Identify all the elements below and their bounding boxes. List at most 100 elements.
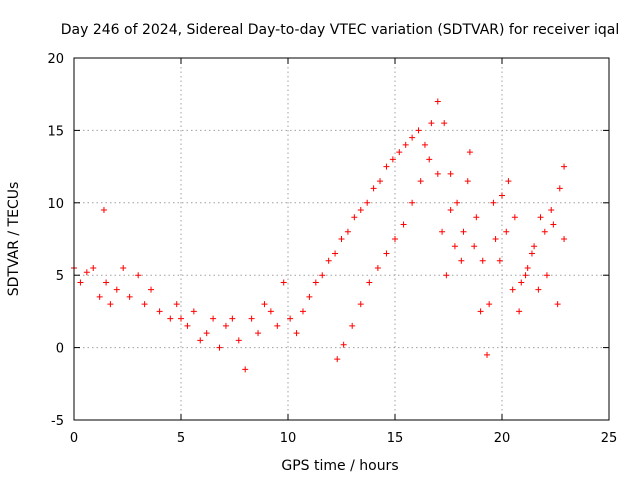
data-point [409,134,416,141]
data-point [509,286,516,293]
data-point [173,301,180,308]
data-point [351,214,358,221]
x-tick-label: 15 [387,431,404,446]
data-point [100,207,107,214]
data-point [492,236,499,242]
data-point [222,322,229,329]
data-point [334,356,341,363]
x-tick-label: 10 [280,431,297,446]
data-point [439,228,446,235]
data-point [441,120,448,127]
data-point [370,185,377,192]
data-point [190,308,197,315]
data-point [248,315,255,322]
data-point [340,341,347,348]
data-point [460,228,467,235]
data-point [383,250,390,257]
data-point [184,322,191,329]
data-point [349,322,356,329]
data-point [466,149,473,156]
data-point [484,351,491,358]
data-point [415,127,422,134]
data-point [267,308,274,315]
data-point [366,279,373,286]
series-0 [71,98,568,373]
data-point [377,178,384,185]
data-point [261,301,268,308]
data-point [113,286,120,293]
axis-ticks: 0 5 10 15 20 25 -5 0 5 10 15 20 [47,52,617,446]
data-point [528,250,535,257]
data-point [383,163,390,170]
data-point [473,214,480,221]
data-point [535,286,542,293]
data-point [344,228,351,235]
data-point [255,330,262,337]
data-point [516,308,523,315]
data-point [299,308,306,315]
data-point [287,315,294,322]
data-point [434,170,441,177]
data-point [178,315,184,322]
data-point [90,264,97,271]
data-point [332,250,339,257]
data-point [216,344,223,351]
data-point [242,366,249,373]
plot-frame [73,57,610,421]
y-tick-label: 10 [47,197,64,212]
data-point [396,149,403,156]
data-point [400,221,407,228]
x-tick-label: 25 [601,431,618,446]
data-point [541,228,548,235]
data-point [235,337,242,344]
data-point [426,156,433,163]
data-point [522,272,529,279]
data-point [490,199,497,206]
data-point [357,301,364,308]
data-point [505,178,512,185]
data-point [548,207,555,214]
data-point [357,207,364,214]
data-point [197,337,204,344]
y-tick-label: 20 [47,52,64,67]
data-point [319,272,326,279]
x-tick-label: 20 [494,431,511,446]
grid [74,58,609,420]
data-point [306,293,313,300]
data-point [312,279,319,286]
data-point [511,214,518,221]
data-point [203,330,210,337]
data-point [518,279,525,286]
data-point [561,236,568,242]
data-point [210,315,217,322]
data-point [561,163,568,170]
data-points [71,98,568,373]
data-point [280,279,287,286]
data-point [148,286,155,293]
data-point [274,322,281,329]
data-point [77,279,84,286]
data-point [434,98,441,105]
data-point [325,257,332,264]
x-axis-label: GPS time / hours [281,458,398,474]
x-tick-label: 0 [70,431,78,446]
data-point [141,301,148,308]
data-point [402,141,409,148]
data-point [120,264,127,271]
data-point [464,178,471,185]
data-point [409,199,416,206]
data-point [458,257,465,264]
data-point [451,243,458,250]
data-point [550,221,557,228]
y-tick-label: 0 [56,342,64,357]
data-point [471,243,478,250]
data-point [96,293,103,300]
data-point [126,293,133,300]
data-point [364,199,371,206]
data-point [421,141,428,148]
data-point [477,308,484,315]
data-point [293,330,300,337]
data-point [447,207,454,214]
data-point [531,243,538,250]
